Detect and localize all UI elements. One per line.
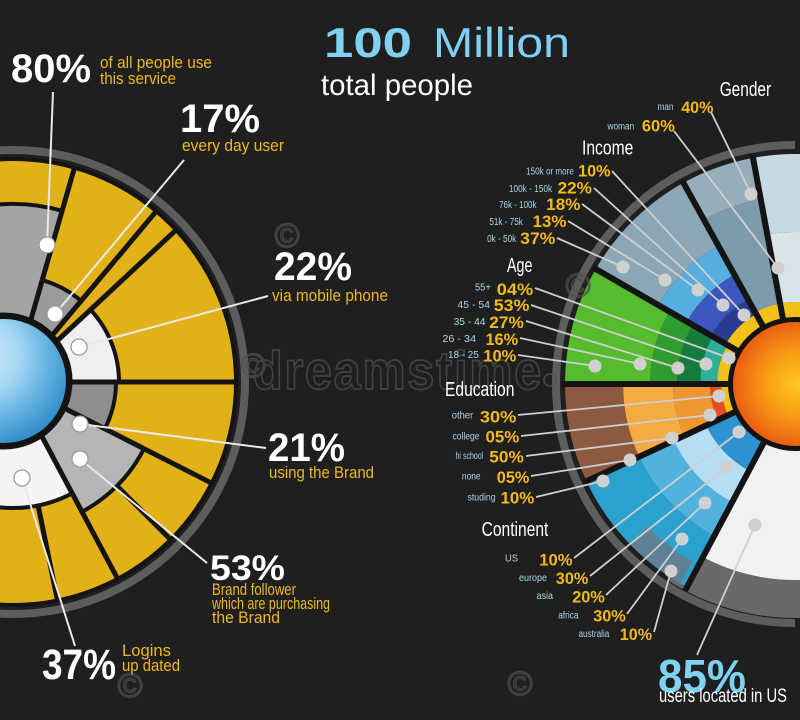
svg-text:53%: 53% [494,296,530,315]
svg-text:10%: 10% [501,489,535,508]
svg-text:Logins: Logins [122,641,171,660]
svg-text:18%: 18% [546,195,580,214]
svg-text:04%: 04% [497,280,533,299]
svg-text:US: US [505,554,518,565]
svg-text:30%: 30% [480,408,516,427]
svg-text:studing: studing [468,493,496,504]
svg-text:17%: 17% [180,97,260,141]
svg-text:27%: 27% [489,313,524,332]
svg-text:using the Brand: using the Brand [269,463,374,482]
svg-text:51k - 75k: 51k - 75k [489,217,523,228]
svg-text:hi school: hi school [456,451,484,462]
svg-text:150k or more: 150k or more [526,167,574,178]
svg-text:©: © [507,665,532,703]
svg-text:africa: africa [558,611,579,622]
svg-text:Continent: Continent [482,519,549,541]
svg-text:which are purchasing: which are purchasing [211,594,330,613]
svg-text:16%: 16% [486,330,519,349]
svg-text:via mobile phone: via mobile phone [272,286,388,305]
svg-text:every day user: every day user [182,136,284,155]
svg-text:100k - 150k: 100k - 150k [509,184,553,195]
svg-text:21%: 21% [268,426,345,470]
svg-text:©: © [565,267,590,305]
svg-text:13%: 13% [533,212,567,231]
svg-text:100: 100 [324,19,412,66]
svg-text:53%: 53% [210,549,285,588]
svg-text:20%: 20% [572,588,605,607]
svg-text:Age: Age [507,255,532,277]
svg-text:users located in US: users located in US [659,686,787,707]
svg-text:australia: australia [579,629,610,640]
svg-text:05%: 05% [497,468,530,487]
svg-text:©: © [240,347,265,385]
svg-text:Gender: Gender [720,79,772,101]
svg-text:10%: 10% [483,347,516,366]
svg-text:37%: 37% [42,641,116,689]
svg-text:76k - 100k: 76k - 100k [499,200,537,211]
svg-text:none: none [462,472,481,483]
svg-text:of all people use: of all people use [100,53,212,72]
svg-text:0k - 50k: 0k - 50k [487,234,517,245]
svg-text:55+: 55+ [475,283,491,294]
svg-text:total people: total people [321,69,473,102]
svg-text:europe: europe [519,573,547,584]
svg-text:85%: 85% [658,650,746,702]
svg-text:40%: 40% [681,98,713,117]
svg-text:10%: 10% [539,551,572,570]
svg-text:30%: 30% [556,569,589,588]
svg-text:80%: 80% [11,47,91,91]
svg-text:Million: Million [433,19,570,66]
svg-text:©: © [274,217,299,255]
svg-text:up dated: up dated [122,656,180,675]
svg-text:asia: asia [537,591,554,602]
svg-text:Education: Education [445,379,514,401]
svg-text:Brand follower: Brand follower [212,580,296,599]
svg-text:50%: 50% [489,448,524,467]
svg-text:22%: 22% [274,245,352,289]
svg-text:35 - 44: 35 - 44 [454,317,486,328]
svg-text:37%: 37% [520,229,555,248]
svg-text:10%: 10% [578,162,611,181]
svg-text:18 - 25: 18 - 25 [448,350,479,361]
svg-text:30%: 30% [593,607,626,626]
svg-text:man: man [658,102,674,113]
svg-text:05%: 05% [486,428,520,447]
svg-text:©: © [117,667,142,705]
svg-text:60%: 60% [642,117,675,136]
svg-text:college: college [453,432,480,443]
svg-text:other: other [452,411,474,422]
svg-text:10%: 10% [620,625,652,644]
svg-text:woman: woman [607,122,635,133]
svg-text:Income: Income [582,138,633,160]
svg-text:this service: this service [100,69,176,88]
svg-text:26 - 34: 26 - 34 [442,334,476,345]
svg-text:22%: 22% [558,179,592,198]
svg-text:the Brand: the Brand [212,608,280,627]
svg-text:45 - 54: 45 - 54 [457,300,490,311]
svg-text:dreamstime: dreamstime [253,341,543,401]
